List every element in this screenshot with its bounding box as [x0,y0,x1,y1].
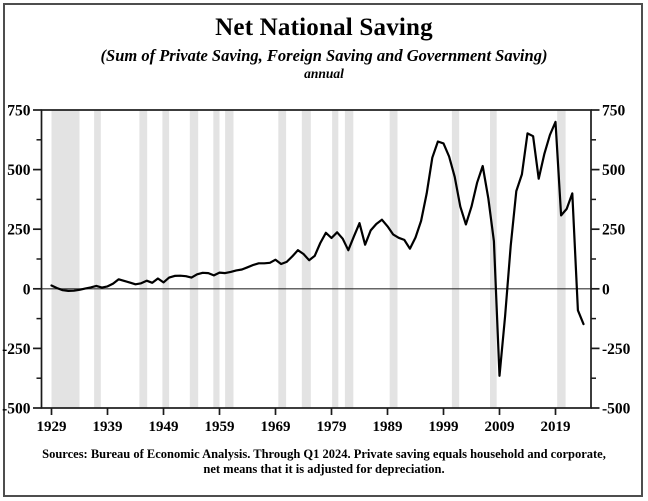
recession-band [213,110,220,408]
recession-band [451,110,460,408]
recession-band [344,110,354,408]
x-axis-label: 1989 [373,419,403,435]
source-note-line2: net means that it is adjusted for deprec… [203,462,445,476]
x-axis-label: 1999 [429,419,459,435]
y-axis-label-right: 750 [602,103,626,120]
x-axis-label: 1929 [37,419,67,435]
chart-subtitle: (Sum of Private Saving, Foreign Saving a… [100,46,548,65]
x-axis-label: 2009 [485,419,515,435]
x-axis-label: 1979 [317,419,347,435]
x-axis-label: 1939 [93,419,123,435]
data-line [50,120,585,377]
chart-frequency-label: annual [304,66,344,81]
recession-band [332,110,339,408]
source-note-line1: Sources: Bureau of Economic Analysis. Th… [42,447,606,461]
y-axis-label-right: 250 [602,222,626,239]
y-axis-label-left: 750 [7,103,31,120]
recession-band [225,110,234,408]
x-axis-label: 2019 [541,419,571,435]
recession-band [94,110,101,408]
recession-band [301,110,311,408]
source-note: Sources: Bureau of Economic Analysis. Th… [0,447,648,477]
y-axis-label-right: 0 [602,281,610,298]
recession-band [51,110,80,408]
recession-band [490,110,497,408]
y-axis-label-left: 500 [7,162,31,179]
recession-band [162,110,170,408]
y-axis-label-right: 500 [602,162,626,179]
y-axis-label-left: -500 [2,401,31,418]
chart-title: Net National Saving [215,14,433,41]
recession-band [139,110,148,408]
y-axis-label-left: 0 [23,281,31,298]
recession-band [278,110,287,408]
y-axis-label-right: -500 [602,401,631,418]
line-chart-plot: 750 750 500 500 250 250 0 0 -250 -250 -500 -500 1929… [2,103,631,436]
x-axis-label: 1959 [205,419,235,435]
y-axis-label-left: 250 [7,222,31,239]
recession-band [389,110,398,408]
recession-band [189,110,199,408]
x-axis-label: 1949 [149,419,179,435]
recession-band [557,110,566,408]
y-axis-label-left: -250 [2,341,31,358]
x-axis-label: 1969 [261,419,291,435]
y-axis-label-right: -250 [602,341,631,358]
